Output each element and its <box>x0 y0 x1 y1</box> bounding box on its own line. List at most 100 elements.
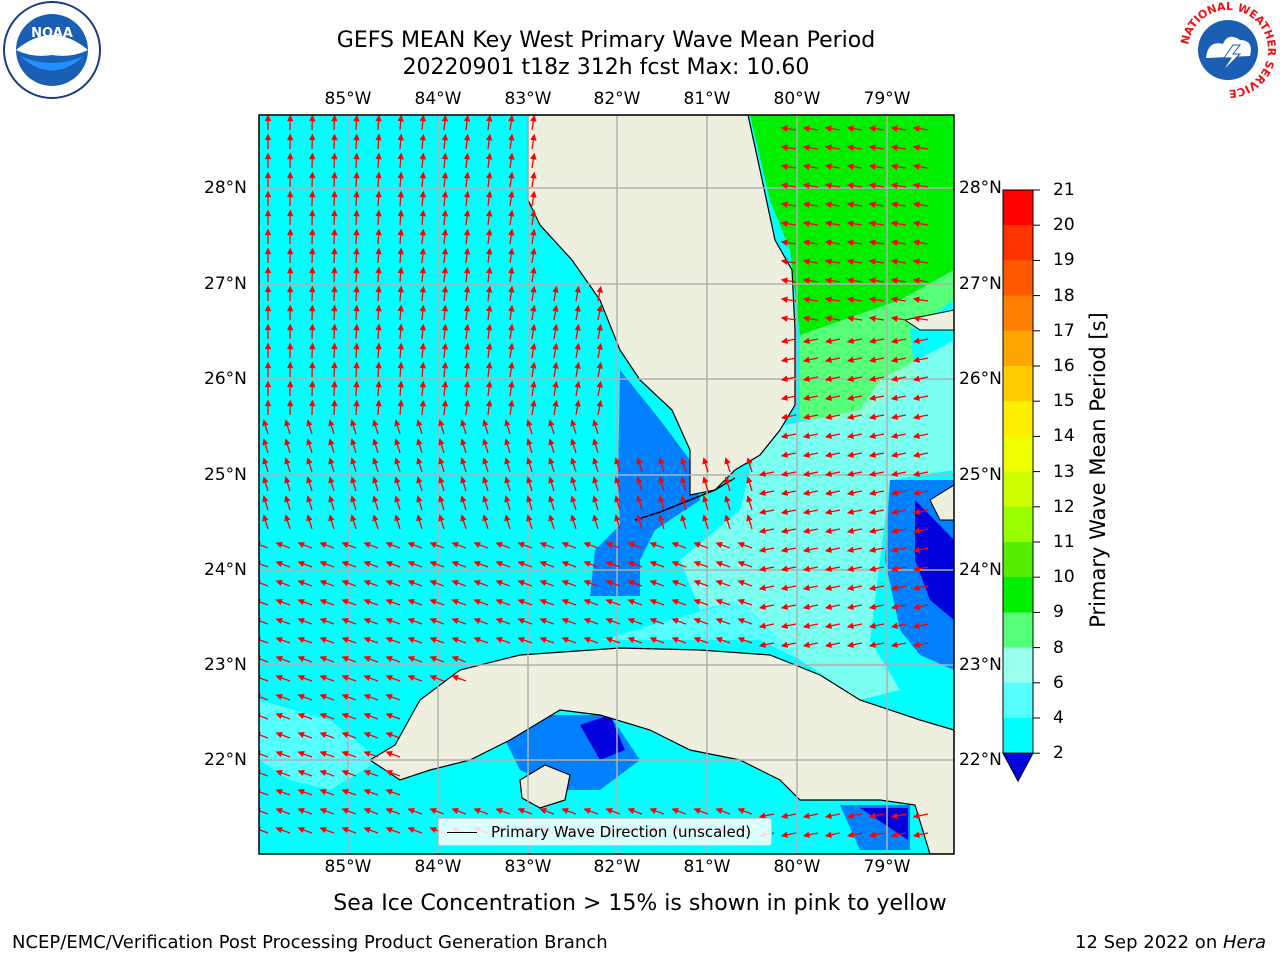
direction-arrowhead <box>264 247 272 255</box>
direction-arrowhead <box>824 356 832 363</box>
direction-arrowhead <box>649 617 657 624</box>
direction-arrowhead <box>385 693 393 700</box>
direction-arrowhead <box>780 546 788 553</box>
direction-arrowhead <box>286 190 294 198</box>
direction-arrowhead <box>482 438 489 446</box>
direction-arrowhead <box>636 457 643 465</box>
direction-arrowhead <box>385 636 393 643</box>
direction-arrowhead <box>460 514 467 522</box>
direction-arrowhead <box>331 342 338 350</box>
direction-arrowhead <box>264 304 272 312</box>
direction-arrowhead <box>508 399 515 407</box>
direction-arrowhead <box>331 152 338 160</box>
direction-arrowhead <box>912 144 920 151</box>
direction-arrowhead <box>592 514 599 522</box>
direction-arrowhead <box>780 641 788 648</box>
direction-arrowhead <box>890 239 898 246</box>
direction-arrowhead <box>530 380 537 388</box>
direction-arrow <box>259 601 269 606</box>
direction-arrowhead <box>375 209 382 217</box>
direction-arrowhead <box>385 750 393 757</box>
direction-arrowhead <box>780 451 788 458</box>
direction-arrowhead <box>419 152 427 160</box>
direction-arrowhead <box>495 560 503 567</box>
direction-arrowhead <box>441 342 449 350</box>
direction-arrowhead <box>407 617 415 624</box>
florida-keys <box>634 477 736 521</box>
direction-arrowhead <box>363 712 371 719</box>
direction-arrowhead <box>407 598 415 605</box>
direction-arrowhead <box>353 247 360 255</box>
direction-arrowhead <box>275 636 283 643</box>
direction-arrow <box>259 639 269 644</box>
direction-arrowhead <box>912 451 920 458</box>
direction-arrowhead <box>824 144 832 151</box>
direction-arrowhead <box>912 546 920 553</box>
lat-tick-left-0: 28°N <box>204 178 247 198</box>
direction-arrowhead <box>363 636 371 643</box>
direction-arrowhead <box>868 413 876 420</box>
direction-arrowhead <box>912 356 920 363</box>
direction-arrowhead <box>530 228 537 236</box>
direction-arrowhead <box>561 807 569 814</box>
direction-arrowhead <box>385 598 393 605</box>
direction-arrowhead <box>627 617 635 624</box>
direction-arrowhead <box>309 399 316 407</box>
direction-arrowhead <box>353 361 360 369</box>
direction-arrowhead <box>394 438 401 446</box>
lat-tick-right-5: 23°N <box>959 655 1002 675</box>
direction-arrowhead <box>780 812 788 819</box>
direction-arrowhead <box>441 228 449 236</box>
direction-arrowhead <box>407 826 415 833</box>
lat-tick-left-5: 23°N <box>204 655 247 675</box>
direction-arrowhead <box>385 712 393 719</box>
direction-arrowhead <box>309 228 316 236</box>
direction-arrowhead <box>780 356 788 363</box>
direction-arrowhead <box>375 285 382 293</box>
direction-arrowhead <box>680 495 687 503</box>
direction-arrowhead <box>802 239 810 246</box>
direction-arrowhead <box>275 788 283 795</box>
direction-arrowhead <box>802 296 810 303</box>
colorbar-tick-label: 20 <box>1053 215 1075 236</box>
direction-arrowhead <box>416 419 423 427</box>
direction-arrowhead <box>385 788 393 795</box>
direction-arrowhead <box>890 201 898 208</box>
direction-arrowhead <box>416 457 423 465</box>
direction-arrowhead <box>846 296 854 303</box>
direction-arrowhead <box>419 361 427 369</box>
direction-arrowhead <box>693 541 701 548</box>
direction-arrowhead <box>890 831 898 838</box>
direction-arrowhead <box>802 527 810 534</box>
direction-arrowhead <box>552 399 559 407</box>
direction-arrowhead <box>328 514 335 522</box>
direction-arrowhead <box>309 380 316 388</box>
direction-arrowhead <box>824 812 832 819</box>
direction-arrowhead <box>419 209 427 217</box>
direction-arrowhead <box>824 337 832 344</box>
direction-arrowhead <box>429 560 437 567</box>
direction-arrowhead <box>504 476 511 484</box>
direction-arrowhead <box>375 228 382 236</box>
direction-arrowhead <box>297 579 305 586</box>
direction-arrowhead <box>649 560 657 567</box>
direction-arrowhead <box>702 457 709 465</box>
direction-arrowhead <box>309 209 316 217</box>
direction-arrowhead <box>583 560 591 567</box>
direction-arrowhead <box>890 125 898 132</box>
direction-arrowhead <box>780 603 788 610</box>
direction-arrowhead <box>363 598 371 605</box>
direction-arrowhead <box>802 337 810 344</box>
direction-arrowhead <box>264 323 272 331</box>
colorbar-tick-label: 10 <box>1053 567 1075 588</box>
direction-arrowhead <box>530 133 537 141</box>
direction-arrowhead <box>548 457 555 465</box>
direction-arrowhead <box>286 342 294 350</box>
direction-arrowhead <box>353 323 360 331</box>
direction-arrowhead <box>912 508 920 515</box>
direction-arrowhead <box>419 323 427 331</box>
direction-arrowhead <box>319 712 327 719</box>
direction-arrowhead <box>286 115 294 122</box>
direction-arrowhead <box>868 603 876 610</box>
lon-tick-top-0: 85°W <box>324 89 372 109</box>
